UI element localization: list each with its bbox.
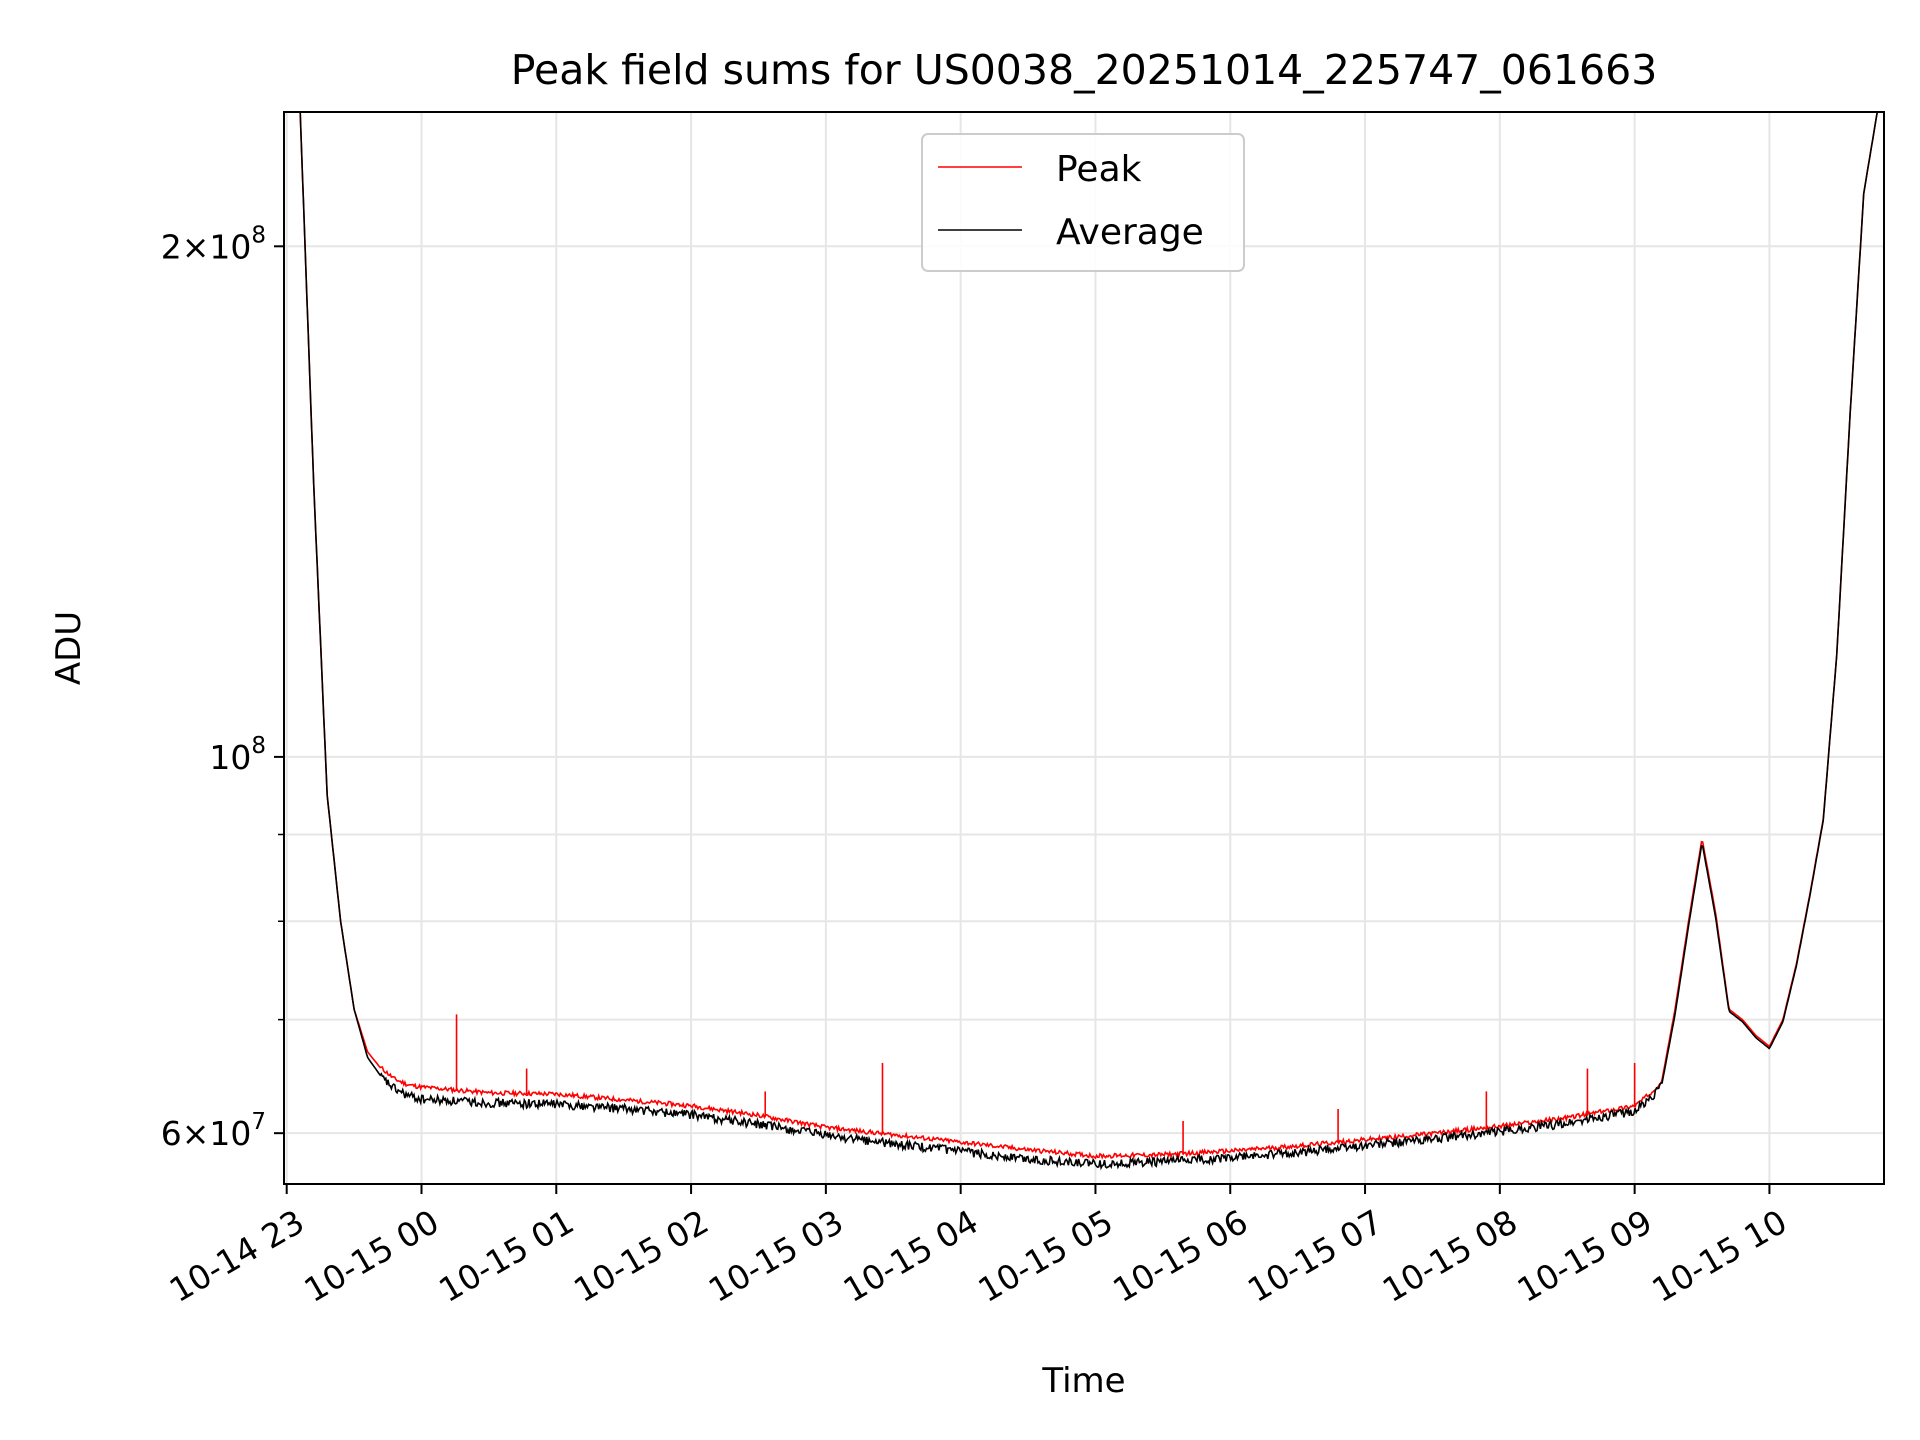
series-line-average (299, 112, 1879, 1171)
chart-title: Peak field sums for US0038_20251014_2257… (511, 46, 1658, 94)
y-axis-ticks: 6×107 108 2×108 (161, 222, 284, 1153)
y-tick-label: 108 (209, 733, 266, 777)
series-layer (299, 112, 1879, 1171)
legend: Peak Average (921, 133, 1245, 272)
y-tick-label: 6×107 (161, 1109, 266, 1153)
legend-average-label: Average (1056, 212, 1204, 253)
y-axis-label: ADU (49, 611, 89, 685)
series-line-peak (299, 112, 1879, 1160)
x-axis-label: Time (1041, 1361, 1125, 1401)
legend-box (921, 133, 1245, 272)
y-tick-label: 2×108 (161, 222, 266, 266)
legend-peak-label: Peak (1056, 149, 1142, 190)
plot-frame (283, 111, 1885, 1185)
